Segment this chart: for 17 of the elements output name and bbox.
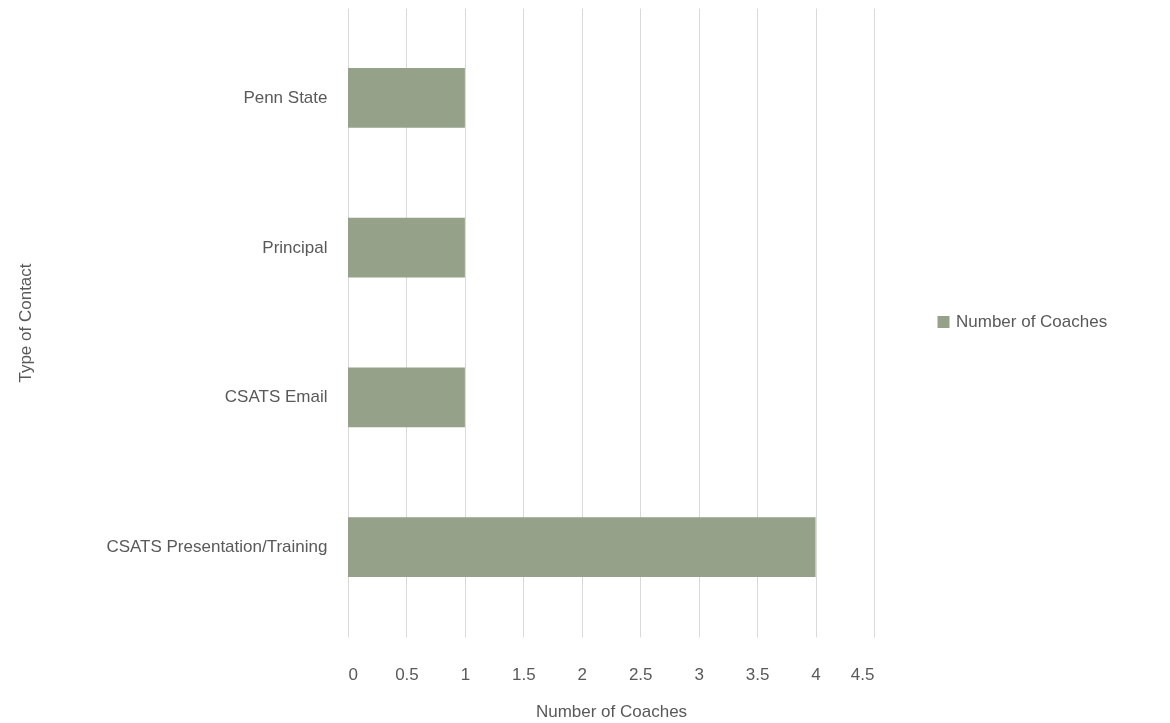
x-tick-label: 2.5 (628, 664, 653, 684)
y-tick-label: Principal (262, 237, 328, 257)
x-tick-label: 1.5 (512, 664, 536, 684)
x-tick-label: 4.5 (850, 664, 875, 684)
x-tick-label: 3.5 (745, 664, 770, 684)
legend-label: Number of Coaches (956, 312, 1108, 331)
x-tick-label: 2 (577, 664, 588, 684)
x-axis-title: Number of Coaches (535, 701, 688, 721)
x-tick-label: 4 (811, 664, 821, 684)
x-tick-label: 1 (460, 664, 471, 684)
x-tick-label: 3 (694, 664, 704, 684)
y-tick-label: CSATS Presentation/Training (106, 537, 328, 557)
x-tick-label: 0.5 (395, 664, 419, 684)
x-tick-label: 0 (348, 664, 358, 684)
y-axis-title: Type of Contact (15, 263, 35, 383)
y-tick-label: Penn State (243, 87, 328, 107)
y-tick-label: CSATS Email (224, 387, 328, 407)
